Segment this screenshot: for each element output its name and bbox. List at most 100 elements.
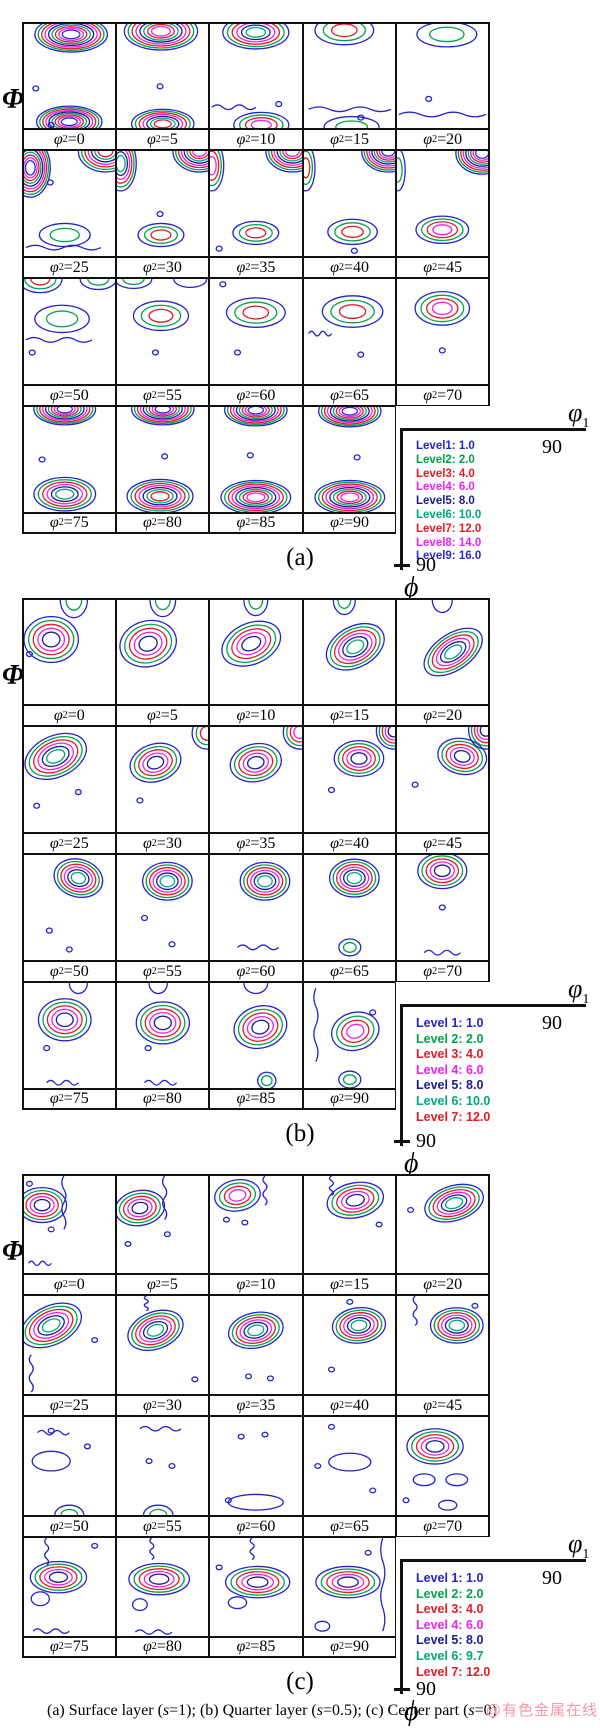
caption-segment: s bbox=[162, 1702, 170, 1719]
odf-plot-phi2-40 bbox=[302, 726, 397, 833]
phi2-label-80: φ 2 =80 bbox=[115, 1089, 210, 1110]
odf-plot-phi2-40 bbox=[302, 150, 397, 257]
legend-entries: Level 1: 1.0 Level 2: 2.0 Level 3: 4.0 Leve… bbox=[416, 1571, 490, 1680]
odf-plot-phi2-80 bbox=[115, 1537, 210, 1637]
phi2-label-40: φ 2 =40 bbox=[302, 833, 397, 854]
odf-plot-phi2-70 bbox=[396, 278, 490, 385]
legend-entry: Level 6: 10.0 bbox=[416, 1093, 491, 1108]
phi2-label-50: φ 2 =50 bbox=[22, 961, 116, 982]
odf-plot-phi2-85 bbox=[209, 1537, 303, 1637]
odf-plot-phi2-10 bbox=[209, 22, 303, 129]
phi2-label-85: φ 2 =85 bbox=[209, 1089, 303, 1110]
legend-entry: Level 3: 4.0 bbox=[416, 1602, 484, 1617]
phi2-label-30: φ 2 =30 bbox=[115, 833, 210, 854]
odf-plot-phi2-55 bbox=[115, 854, 210, 961]
legend-entry: Level 5: 8.0 bbox=[416, 1633, 484, 1648]
odf-plot-phi2-65 bbox=[302, 278, 397, 385]
odf-plot-phi2-15 bbox=[302, 22, 397, 129]
legend-phi1-label: φ1 bbox=[568, 1529, 590, 1563]
legend-entry: Level4: 6.0 bbox=[416, 481, 475, 494]
phi1-max-tick: 90 bbox=[542, 1012, 562, 1034]
legend-entry: Level 5: 8.0 bbox=[416, 1078, 484, 1093]
phi2-label-85: φ 2 =85 bbox=[209, 513, 303, 534]
legend-entry: Level2: 2.0 bbox=[416, 453, 475, 466]
phi2-label-0: φ 2 =0 bbox=[22, 1274, 116, 1295]
odf-plot-phi2-20 bbox=[396, 1174, 490, 1274]
odf-figure: φ1 Φφ2=0φ2=5φ2=10φ2=15φ2=20φ2=25φ2=30φ2=3… bbox=[0, 16, 600, 1727]
odf-plot-phi2-20 bbox=[396, 598, 490, 705]
odf-plot-phi2-50 bbox=[22, 1416, 116, 1516]
phi2-label-55: φ 2 =55 bbox=[115, 961, 210, 982]
odf-plot-phi2-50 bbox=[22, 278, 116, 385]
legend-entry: Level8: 14.0 bbox=[416, 536, 482, 549]
odf-plot-phi2-15 bbox=[302, 598, 397, 705]
odf-plot-phi2-35 bbox=[209, 1295, 303, 1395]
phi2-label-70: φ 2 =70 bbox=[396, 1516, 490, 1537]
phi2-label-15: φ 2 =15 bbox=[302, 129, 397, 150]
section-grid: φ 2 =0 φ 2 =5 φ 2 =10 φ 2 =15 φ 2 =20 φ 2 =25 φ 2 =30 φ 2 =35 φ 2… bbox=[22, 1174, 490, 1658]
phi2-label-35: φ 2 =35 bbox=[209, 257, 303, 278]
odf-plot-phi2-45 bbox=[396, 1295, 490, 1395]
phi2-label-50: φ 2 =50 bbox=[22, 385, 116, 406]
odf-plot-phi2-65 bbox=[302, 1416, 397, 1516]
odf-plot-phi2-0 bbox=[22, 1174, 116, 1274]
phi2-label-45: φ 2 =45 bbox=[396, 833, 490, 854]
figure-caption: (a) Surface layer (s=1); (b) Quarter lay… bbox=[0, 1702, 600, 1720]
legend-entry: Level3: 4.0 bbox=[416, 467, 475, 480]
odf-plot-phi2-0 bbox=[22, 22, 116, 129]
odf-plot-phi2-25 bbox=[22, 1295, 116, 1395]
odf-plot-phi2-15 bbox=[302, 1174, 397, 1274]
section-grid: φ 2 =0 φ 2 =5 φ 2 =10 φ 2 =15 φ 2 =20 φ 2 =25 φ 2 =30 φ 2 =35 φ 2… bbox=[22, 22, 490, 534]
legend-area bbox=[396, 406, 490, 513]
phi2-label-10: φ 2 =10 bbox=[209, 705, 303, 726]
odf-plot-phi2-90 bbox=[302, 1537, 397, 1637]
legend-axis-left-line bbox=[400, 1559, 403, 1694]
phi2-label-0: φ 2 =0 bbox=[22, 129, 116, 150]
legend-axis-top-line bbox=[400, 1559, 586, 1562]
odf-plot-phi2-80 bbox=[115, 982, 210, 1089]
odf-plot-phi2-90 bbox=[302, 406, 397, 513]
legend-entry: Level7: 12.0 bbox=[416, 522, 482, 535]
phi2-label-35: φ 2 =35 bbox=[209, 833, 303, 854]
phi2-label-55: φ 2 =55 bbox=[115, 1516, 210, 1537]
phi2-label-5: φ 2 =5 bbox=[115, 129, 210, 150]
odf-plot-phi2-60 bbox=[209, 1416, 303, 1516]
odf-plot-phi2-20 bbox=[396, 22, 490, 129]
legend-entry: Level5: 8.0 bbox=[416, 495, 475, 508]
legend-entry: Level6: 10.0 bbox=[416, 508, 482, 521]
phi2-label-90: φ 2 =90 bbox=[302, 513, 397, 534]
phi2-label-10: φ 2 =10 bbox=[209, 129, 303, 150]
phi-max-tick-mark bbox=[394, 564, 410, 567]
phi2-label-25: φ 2 =25 bbox=[22, 833, 116, 854]
legend-entries: Level 1: 1.0 Level 2: 2.0 Level 3: 4.0 Leve… bbox=[416, 1016, 490, 1125]
phi2-label-45: φ 2 =45 bbox=[396, 1395, 490, 1416]
phi2-label-30: φ 2 =30 bbox=[115, 257, 210, 278]
phi2-label-40: φ 2 =40 bbox=[302, 257, 397, 278]
phi2-label-85: φ 2 =85 bbox=[209, 1637, 303, 1658]
phi2-label-60: φ 2 =60 bbox=[209, 961, 303, 982]
phi-axis-label: Φ bbox=[2, 84, 25, 115]
phi2-label-10: φ 2 =10 bbox=[209, 1274, 303, 1295]
phi-axis-label: Φ bbox=[2, 660, 25, 691]
legend-entry: Level 3: 4.0 bbox=[416, 1047, 484, 1062]
legend-area bbox=[396, 1537, 490, 1637]
odf-plot-phi2-65 bbox=[302, 854, 397, 961]
legend-entry: Level 1: 1.0 bbox=[416, 1016, 484, 1030]
phi2-label-55: φ 2 =55 bbox=[115, 385, 210, 406]
odf-plot-phi2-75 bbox=[22, 406, 116, 513]
odf-plot-phi2-85 bbox=[209, 982, 303, 1089]
legend-entry: Level1: 1.0 bbox=[416, 440, 475, 452]
phi2-label-75: φ 2 =75 bbox=[22, 1089, 116, 1110]
caption-segment: (a) Surface layer ( bbox=[46, 1702, 163, 1719]
caption-segment: =0.5); (c) Center part ( bbox=[323, 1702, 469, 1719]
legend-entry: Level 6: 9.7 bbox=[416, 1648, 484, 1663]
legend-entry: Level 7: 12.0 bbox=[416, 1109, 491, 1124]
odf-plot-phi2-90 bbox=[302, 982, 397, 1089]
odf-plot-phi2-60 bbox=[209, 854, 303, 961]
odf-plot-phi2-85 bbox=[209, 406, 303, 513]
odf-plot-phi2-30 bbox=[115, 726, 210, 833]
phi2-label-25: φ 2 =25 bbox=[22, 1395, 116, 1416]
section-grid: φ 2 =0 φ 2 =5 φ 2 =10 φ 2 =15 φ 2 =20 φ 2 =25 φ 2 =30 φ 2 =35 φ 2… bbox=[22, 598, 490, 1110]
legend-area bbox=[396, 1637, 490, 1658]
